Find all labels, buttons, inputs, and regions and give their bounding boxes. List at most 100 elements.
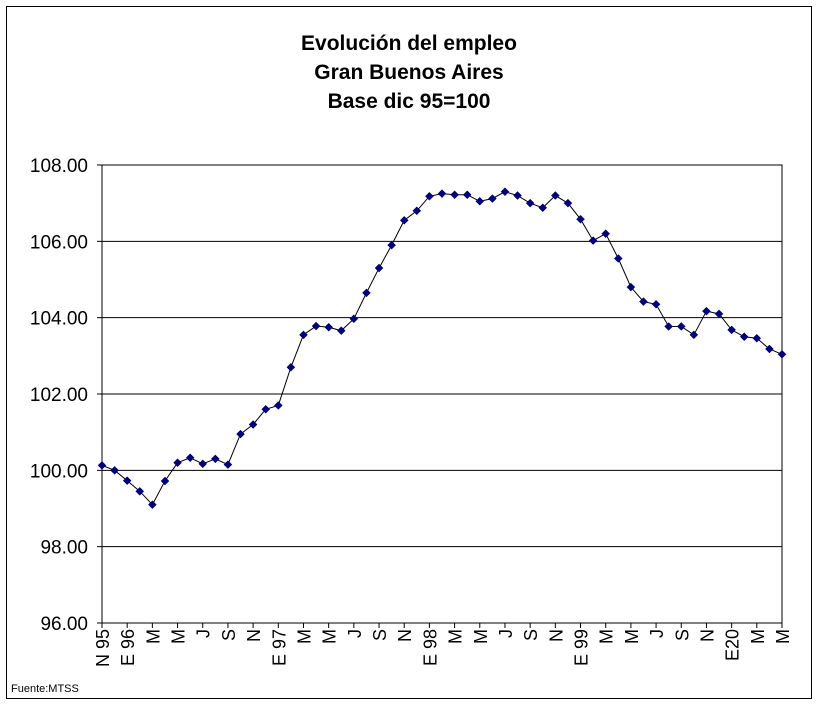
data-point [311,321,321,331]
x-tick-label: S [521,629,541,641]
y-tick-label: 108.00 [30,156,88,177]
data-point [173,458,182,468]
y-tick-label: 106.00 [30,232,88,253]
data-point [160,476,170,486]
data-point [437,189,447,198]
x-tick-label: J [194,629,214,638]
data-point [538,203,548,213]
data-point [223,460,233,469]
data-point [500,187,510,197]
series-line [101,191,783,506]
x-tick-label: E 98 [420,629,440,666]
data-point [626,282,636,292]
x-tick-label: M [294,629,314,644]
series-layer [97,187,787,510]
data-point [462,190,472,200]
data-point [374,263,384,273]
data-point [261,404,271,414]
data-point [110,465,119,475]
x-tick-label: N [546,629,566,642]
x-tick-label: S [219,629,239,641]
x-tick-label: S [672,629,692,641]
title-line-2: Gran Buenos Aires [314,61,503,84]
x-tick-label: M [622,629,642,644]
data-point [676,322,686,331]
x-tick-label: M [748,629,768,644]
y-tick-label: 100.00 [30,461,88,482]
data-point [525,198,535,208]
data-point [765,344,774,354]
data-point [97,461,107,470]
data-point [550,191,560,200]
x-tick-label: E 97 [269,629,289,666]
y-tick-label: 96.00 [40,614,88,635]
y-tick-label: 102.00 [30,385,88,406]
title-line-3: Base dic 95=100 [328,90,491,113]
data-point [399,215,409,225]
grid-lines [102,164,782,624]
data-point [135,486,145,496]
x-tick-label: M [320,629,340,644]
y-axis: 96.00 98.00 100.00 102.00 104.00 106.00 108.00 [30,156,102,635]
data-point [488,194,497,203]
data-point [714,309,724,319]
data-point [412,206,422,216]
x-tick-label: M [446,629,466,644]
chart-frame [6,6,812,699]
data-point [236,429,245,439]
x-tick-label: N [395,629,415,642]
x-tick-label: M [597,629,617,644]
x-tick-label: J [647,629,667,638]
data-point [752,333,762,343]
x-tick-label: S [370,629,390,641]
data-point [324,322,334,332]
x-tick-label: N [697,629,717,642]
data-point [185,453,195,463]
x-tick-label: M [773,629,793,644]
x-tick-label: E 96 [118,629,138,666]
x-tick-label: E20 [723,629,743,661]
data-point [362,288,371,298]
data-point [349,314,359,324]
data-point [702,306,711,316]
data-point [601,229,611,239]
data-point [639,297,648,306]
x-tick-label: M [143,629,163,644]
source-note: Fuente:MTSS [11,683,79,695]
x-axis: N 95 E 96 M M J S N E 97 M M J S N E 98 M M J S N E 99 M M J S N… [93,623,793,667]
data-point [777,349,787,359]
data-point [664,322,674,331]
data-point [739,332,749,342]
data-point [198,459,208,469]
data-point [148,500,157,510]
data-point [475,196,485,206]
chart-title: Evolución del empleo Gran Buenos Aires B… [301,32,517,113]
data-point [210,454,220,464]
data-point [387,240,396,250]
data-point [273,401,283,410]
data-point [425,191,434,201]
data-point [613,254,623,263]
x-tick-label: N [244,629,264,642]
data-point [122,476,132,485]
data-point [336,326,346,335]
x-tick-label: J [345,629,365,638]
data-point [286,362,296,372]
x-tick-label: N 95 [93,629,113,667]
y-tick-label: 98.00 [40,538,88,559]
data-point [248,420,258,429]
x-tick-label: E 99 [572,629,592,666]
y-tick-label: 104.00 [30,309,88,330]
data-point [576,214,585,224]
data-point [299,330,308,340]
x-tick-label: M [169,629,189,644]
x-tick-label: M [471,629,491,644]
title-line-1: Evolución del empleo [301,32,517,55]
data-point [727,325,736,335]
data-point [588,236,598,245]
data-point [563,198,573,208]
data-point [689,330,699,340]
data-point [450,190,459,200]
data-point [651,299,661,309]
